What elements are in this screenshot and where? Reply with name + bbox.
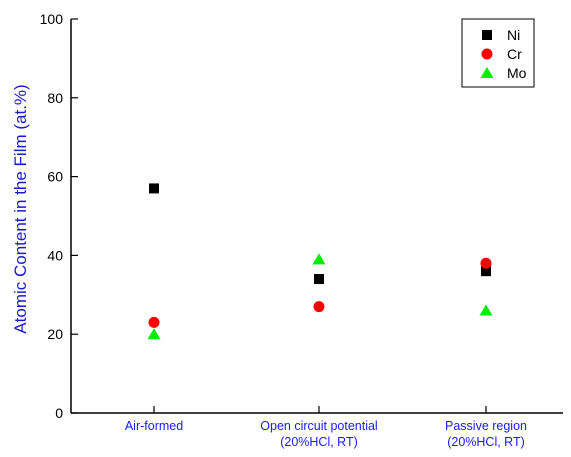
y-tick-label: 20 <box>47 326 63 342</box>
y-tick-label: 80 <box>47 90 63 106</box>
y-tick-label: 60 <box>47 169 63 185</box>
data-point-mo <box>147 328 161 340</box>
y-tick-label: 40 <box>47 247 63 263</box>
data-point-cr <box>480 257 492 269</box>
data-point-cr <box>148 316 160 328</box>
x-category-label: (20%HCl, RT) <box>447 435 525 449</box>
legend-box <box>461 18 535 88</box>
data-point-ni <box>149 183 159 194</box>
x-category-label: Open circuit potential <box>260 419 377 433</box>
data-points <box>147 183 493 340</box>
y-axis-ticks: 0 20 40 60 80 100 <box>40 11 78 421</box>
legend-label-cr: Cr <box>507 46 522 62</box>
axes <box>70 19 563 414</box>
legend-label-mo: Mo <box>507 65 527 81</box>
legend-marker-ni <box>482 30 492 40</box>
y-tick-label: 0 <box>55 405 63 421</box>
y-axis-title: Atomic Content in the Film (at.%) <box>11 84 30 333</box>
data-point-cr <box>313 301 325 313</box>
x-category-label: Air-formed <box>125 419 183 433</box>
data-point-mo <box>312 253 326 265</box>
data-point-mo <box>479 304 493 316</box>
legend-marker-cr <box>481 48 493 60</box>
legend-marker-mo <box>480 67 494 78</box>
legend: Ni Cr Mo <box>461 18 535 88</box>
y-tick-label: 100 <box>40 11 64 27</box>
x-category-label: Passive region <box>445 419 527 433</box>
x-category-label: (20%HCl, RT) <box>280 435 358 449</box>
data-point-ni <box>314 274 324 285</box>
legend-label-ni: Ni <box>507 27 520 43</box>
data-point-ni <box>481 266 491 277</box>
x-axis-category-labels: Air-formed Open circuit potential (20%HCl,… <box>125 406 527 449</box>
